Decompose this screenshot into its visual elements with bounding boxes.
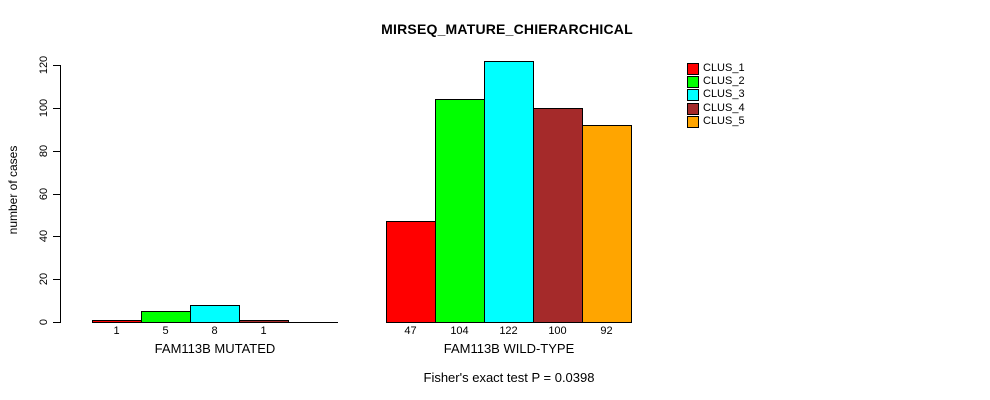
bar-clus_4 [239, 320, 289, 323]
y-tick-mark [53, 279, 60, 280]
bar-value-label: 1 [113, 325, 120, 337]
legend-swatch-clus_4 [687, 103, 699, 115]
y-tick-mark [53, 236, 60, 237]
bar-clus_5 [582, 125, 632, 323]
legend-swatch-clus_2 [687, 76, 699, 88]
bar-clus_1 [92, 320, 142, 323]
bar-value-label: 122 [499, 325, 518, 337]
y-tick-mark [53, 194, 60, 195]
group-label-mutated: FAM113B MUTATED [154, 341, 276, 356]
y-tick-label: 20 [38, 272, 50, 286]
bar-value-label: 47 [404, 325, 417, 337]
y-tick-mark [53, 322, 60, 323]
fisher-test-annotation: Fisher's exact test P = 0.0398 [423, 370, 595, 385]
bar-value-label: 92 [600, 325, 613, 337]
y-tick-label: 80 [38, 144, 50, 158]
y-tick-label: 60 [38, 187, 50, 201]
y-tick-mark [53, 108, 60, 109]
bar-value-label: 1 [260, 325, 267, 337]
legend-label-clus_1: CLUS_1 [703, 62, 745, 74]
y-tick-mark [53, 151, 60, 152]
legend-label-clus_2: CLUS_2 [703, 75, 745, 87]
y-axis-label: number of cases [6, 145, 20, 235]
bar-value-label: 8 [211, 325, 218, 337]
y-tick-label: 100 [38, 98, 50, 118]
group-label-wildtype: FAM113B WILD-TYPE [443, 341, 575, 356]
bar-clus_2 [141, 311, 191, 323]
legend-swatch-clus_5 [687, 116, 699, 128]
bar-value-label: 100 [548, 325, 567, 337]
bar-clus_4 [533, 108, 583, 323]
legend-label-clus_4: CLUS_4 [703, 102, 745, 114]
bar-clus_3 [484, 61, 534, 323]
chart-title: MIRSEQ_MATURE_CHIERARCHICAL [381, 21, 633, 37]
legend-swatch-clus_3 [687, 89, 699, 101]
y-axis-line [60, 65, 61, 323]
y-tick-label: 40 [38, 229, 50, 243]
bar-value-label: 104 [450, 325, 469, 337]
legend-label-clus_5: CLUS_5 [703, 115, 745, 127]
bar-clus_2 [435, 99, 485, 323]
y-tick-label: 0 [38, 318, 50, 326]
bar-value-label: 5 [162, 325, 169, 337]
y-tick-mark [53, 65, 60, 66]
legend-label-clus_3: CLUS_3 [703, 88, 745, 100]
legend-swatch-clus_1 [687, 63, 699, 75]
bar-clus_3 [190, 305, 240, 323]
bar-clus_1 [386, 221, 436, 323]
y-tick-label: 120 [38, 55, 50, 75]
